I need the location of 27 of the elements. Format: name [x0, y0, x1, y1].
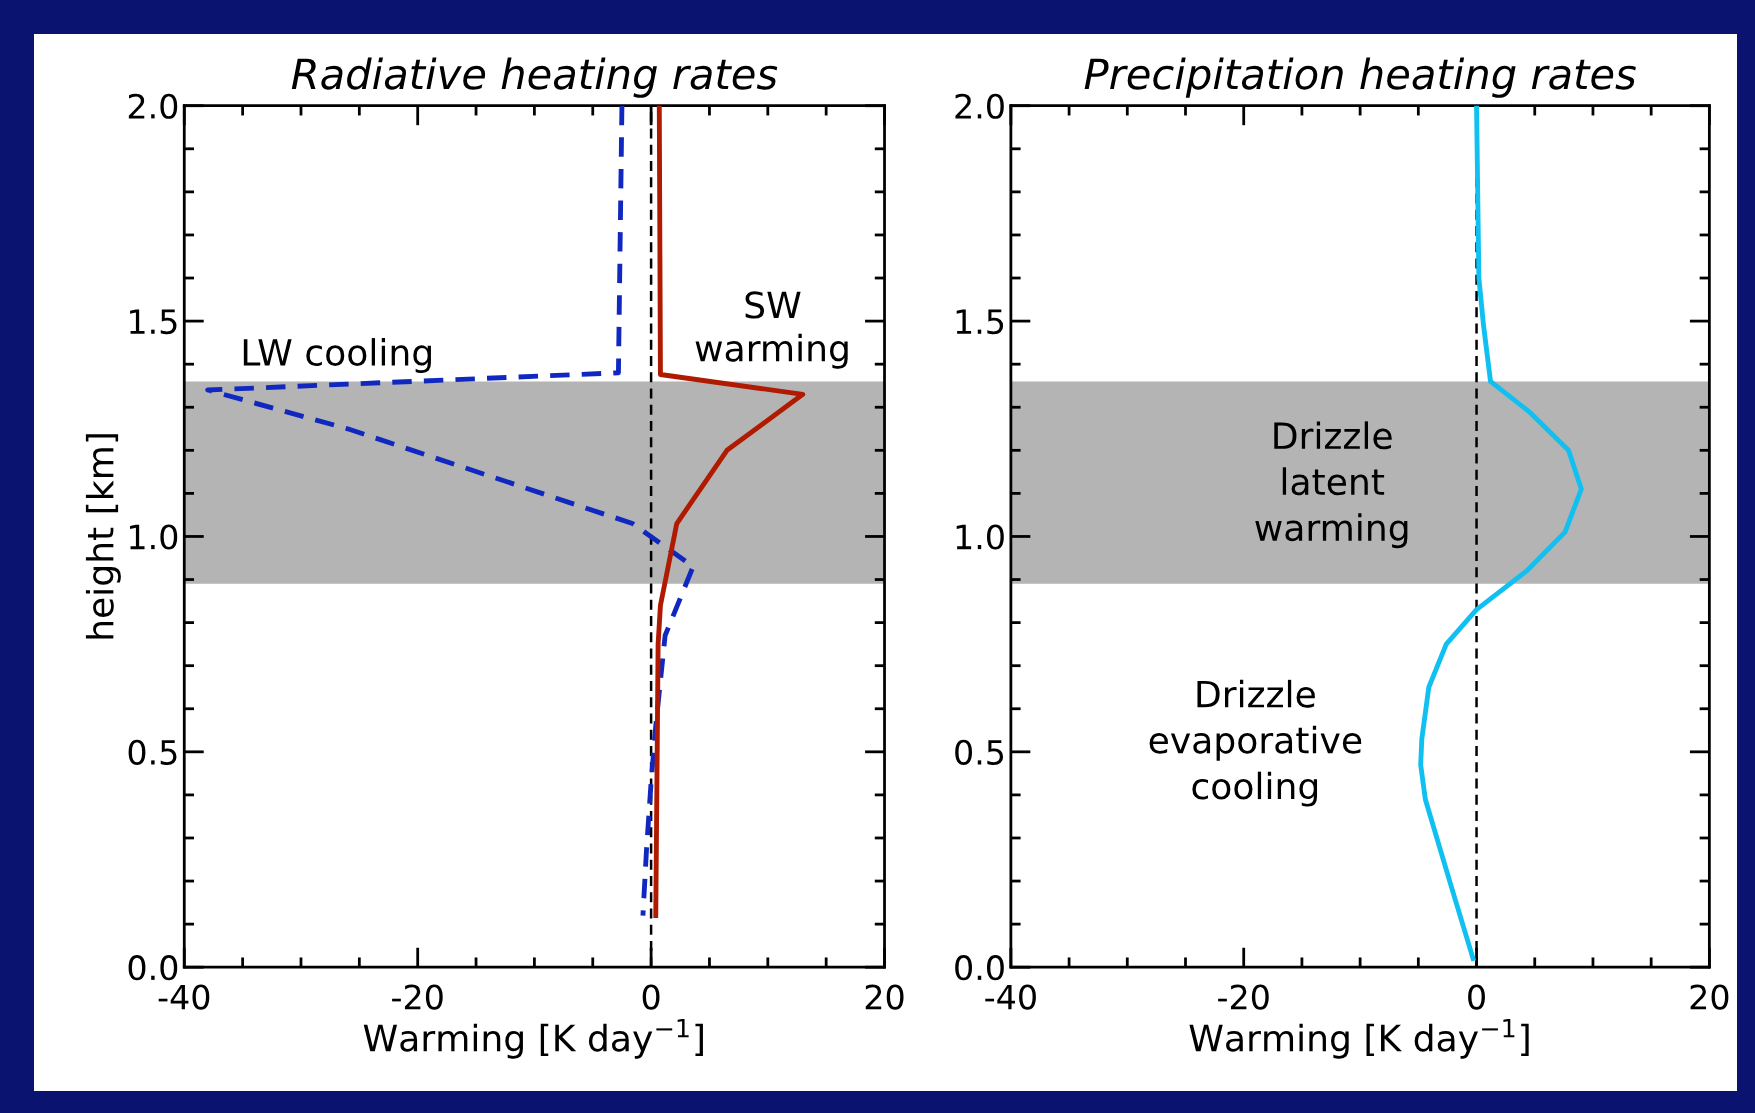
x-axis-title: Warming [K day$^{−1}$] — [363, 1018, 703, 1059]
x-tick-label: 20 — [865, 984, 904, 1010]
chart-title: Radiative heating rates — [291, 57, 778, 98]
annotation: Drizzle latent warming — [1255, 421, 1408, 549]
chart-title: Precipitation heating rates — [1084, 57, 1636, 98]
x-tick-label: -20 — [1218, 984, 1269, 1010]
y-tick-label: 0.0 — [955, 955, 1004, 981]
y-tick-label: 1.5 — [130, 309, 177, 335]
y-tick-label: 0.0 — [128, 955, 178, 981]
x-tick-label: -40 — [158, 984, 210, 1010]
x-tick-label: 0 — [1468, 984, 1485, 1010]
y-tick-label: 1.0 — [956, 524, 1004, 550]
series-label: LW cooling — [243, 338, 431, 374]
y-tick-label: 1.0 — [130, 524, 178, 550]
y-axis-title: height [km] — [85, 434, 121, 639]
x-axis-title: Warming [K day$^{−1}$] — [1189, 1018, 1529, 1059]
y-tick-label: 2.0 — [128, 93, 178, 119]
y-tick-label: 1.5 — [956, 309, 1004, 335]
y-tick-label: 2.0 — [955, 93, 1004, 119]
x-tick-label: -40 — [985, 984, 1036, 1010]
y-tick-label: 0.5 — [955, 739, 1004, 765]
x-tick-label: -20 — [392, 984, 443, 1010]
y-tick-label: 0.5 — [128, 739, 177, 765]
series-label: SW warming — [695, 291, 848, 369]
annotation: Drizzle evaporative cooling — [1149, 679, 1362, 807]
x-tick-label: 20 — [1690, 984, 1729, 1010]
x-tick-label: 0 — [642, 984, 660, 1010]
